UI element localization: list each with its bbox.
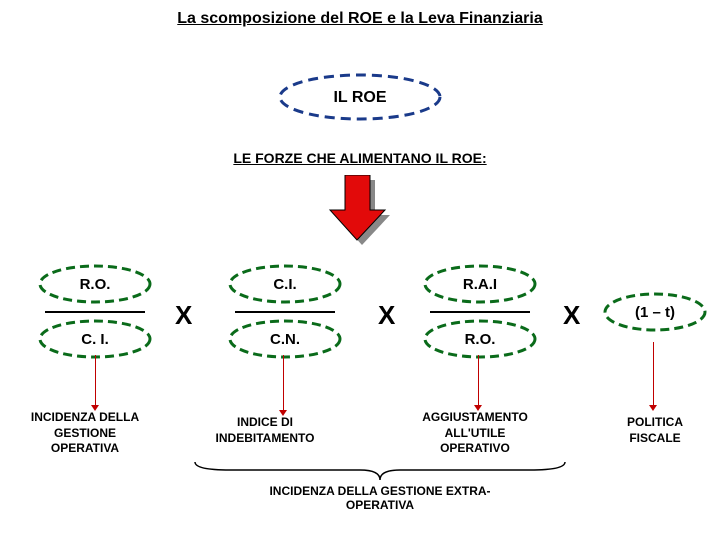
connector-line [478, 355, 479, 405]
fraction-line [45, 311, 145, 313]
single-term: (1 – t) [600, 290, 710, 335]
ratio-denominator: C.N. [270, 331, 300, 348]
brace-label: INCIDENZA DELLA GESTIONE EXTRA-OPERATIVA [190, 484, 570, 512]
page-title: La scomposizione del ROE e la Leva Finan… [0, 10, 720, 28]
ratio-2: C.I. C.N. [225, 262, 345, 362]
desc-2: INDICE DI INDEBITAMENTO [185, 415, 345, 446]
desc-3: AGGIUSTAMENTO ALL'UTILE OPERATIVO [395, 410, 555, 457]
ratio-1: R.O. C. I. [35, 262, 155, 362]
connector-line [283, 355, 284, 410]
ratio-numerator: R.O. [80, 276, 111, 293]
multiply-sign: X [378, 300, 395, 331]
multiply-sign: X [175, 300, 192, 331]
connector-line [95, 355, 96, 405]
big-down-arrow-icon [325, 175, 395, 255]
arrowhead-icon [649, 405, 657, 411]
desc-4: POLITICA FISCALE [575, 415, 720, 446]
multiply-sign: X [563, 300, 580, 331]
single-term-label: (1 – t) [635, 304, 675, 321]
ratio-numerator: R.A.I [463, 276, 497, 293]
fraction-line [430, 311, 530, 313]
ratio-denominator: C. I. [81, 331, 109, 348]
main-oval-label: IL ROE [333, 89, 386, 107]
desc-1: INCIDENZA DELLA GESTIONE OPERATIVA [5, 410, 165, 457]
ratio-denominator: R.O. [465, 331, 496, 348]
curly-brace: INCIDENZA DELLA GESTIONE EXTRA-OPERATIVA [190, 460, 570, 512]
fraction-line [235, 311, 335, 313]
ratio-3: R.A.I R.O. [420, 262, 540, 362]
subtitle: LE FORZE CHE ALIMENTANO IL ROE: [0, 150, 720, 166]
main-oval: IL ROE [275, 70, 445, 125]
brace-icon [190, 460, 570, 482]
connector-line [653, 342, 654, 405]
ratio-numerator: C.I. [273, 276, 296, 293]
